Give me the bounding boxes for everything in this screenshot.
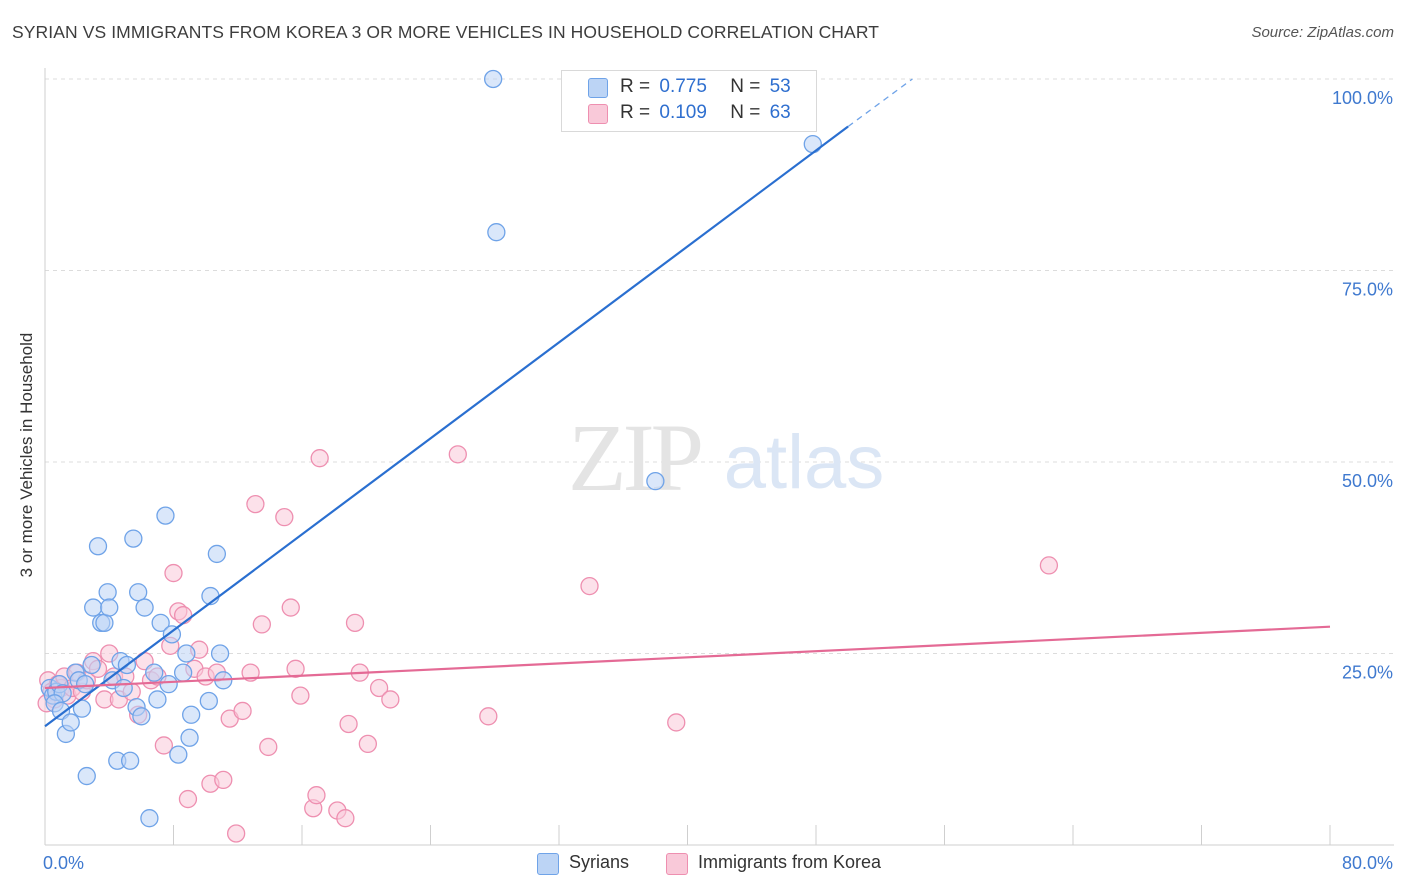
x-tick-label: 0.0%	[43, 853, 84, 873]
legend-n-value: 63	[769, 102, 791, 123]
data-point	[82, 655, 101, 675]
data-point	[164, 563, 183, 583]
data-point	[129, 583, 148, 602]
series-legend: Syrians Immigrants from Korea	[0, 852, 1406, 878]
legend-label-korea: Immigrants from Korea	[698, 852, 882, 872]
data-point	[483, 69, 503, 89]
data-point	[286, 659, 305, 678]
data-point	[77, 766, 96, 786]
source-label: Source: ZipAtlas.com	[1251, 24, 1394, 41]
data-point	[145, 663, 164, 682]
data-point	[667, 713, 686, 732]
stats-legend: R = 0.775 N = 53 R = 0.109 N = 63	[561, 70, 817, 132]
data-point	[162, 625, 182, 644]
data-point	[381, 690, 400, 709]
legend-label-syrians: Syrians	[569, 852, 630, 872]
legend-n-value: 53	[769, 76, 791, 97]
data-point	[307, 786, 326, 805]
legend-r-label: R =	[620, 102, 651, 123]
data-point	[169, 745, 188, 764]
data-point	[154, 736, 174, 755]
watermark-atlas: atlas	[724, 420, 885, 505]
data-point	[214, 770, 233, 790]
data-point	[487, 223, 506, 242]
data-point	[336, 809, 355, 828]
data-point	[345, 613, 365, 633]
tick-labels: 25.0% 50.0% 75.0% 100.0% 0.0% 80.0%	[43, 88, 1393, 873]
data-point	[100, 598, 119, 617]
legend-n-label: N =	[730, 76, 761, 97]
legend-swatch-syrians	[588, 78, 608, 98]
series-syrians-points	[40, 69, 822, 828]
data-point	[339, 714, 358, 734]
data-point	[124, 529, 143, 548]
legend-r-value: 0.775	[659, 76, 707, 97]
data-point	[369, 678, 389, 698]
chart-title: SYRIAN VS IMMIGRANTS FROM KOREA 3 OR MOR…	[12, 22, 880, 42]
trend-line-syrians	[44, 125, 849, 728]
trend-line-korea	[44, 625, 1331, 690]
data-point	[207, 544, 227, 564]
data-point	[151, 613, 170, 633]
data-point	[246, 494, 265, 514]
data-point	[180, 728, 199, 747]
data-point	[226, 824, 246, 843]
data-point	[291, 686, 310, 705]
watermark-zip: ZIP	[568, 404, 701, 511]
data-point	[98, 583, 117, 602]
data-point	[210, 644, 230, 663]
data-point	[177, 644, 196, 663]
y-tick-label: 25.0%	[1342, 663, 1393, 683]
data-point	[448, 445, 467, 464]
data-point	[173, 606, 193, 625]
data-point	[120, 751, 140, 770]
y-tick-label: 75.0%	[1342, 280, 1393, 300]
legend-swatch-syrians	[537, 853, 559, 875]
data-point	[358, 734, 378, 754]
data-point	[233, 701, 252, 721]
trend-line-syrians-extension	[847, 78, 913, 128]
data-point	[182, 705, 201, 724]
data-point	[275, 508, 294, 527]
data-point	[1039, 556, 1059, 575]
data-point	[580, 576, 599, 596]
data-point	[148, 690, 167, 709]
data-point	[173, 663, 193, 682]
legend-r-value: 0.109	[659, 102, 707, 123]
legend-swatch-korea	[588, 104, 608, 124]
data-point	[72, 699, 92, 718]
legend-r-label: R =	[620, 76, 651, 97]
y-tick-label: 100.0%	[1332, 88, 1393, 108]
data-point	[646, 471, 665, 491]
data-point	[159, 674, 178, 694]
gridlines	[45, 78, 1394, 654]
trend-lines	[44, 78, 1331, 728]
watermark: ZIP atlas	[568, 404, 884, 511]
data-point	[259, 737, 278, 757]
data-point	[95, 613, 114, 633]
data-point	[132, 707, 151, 726]
data-point	[479, 707, 498, 726]
data-point	[76, 674, 95, 694]
data-point	[135, 598, 154, 617]
data-point	[178, 789, 198, 809]
legend-swatch-korea	[666, 853, 688, 875]
data-point	[84, 598, 103, 617]
x-tick-label: 80.0%	[1342, 853, 1393, 873]
axes	[44, 68, 1394, 846]
data-point	[252, 615, 271, 634]
data-point	[114, 678, 133, 698]
data-point	[88, 537, 108, 556]
series-korea-points	[37, 445, 1059, 843]
data-point	[156, 506, 175, 525]
data-point	[61, 713, 80, 732]
data-point	[199, 691, 218, 711]
data-point	[140, 809, 159, 828]
legend-n-label: N =	[730, 102, 761, 123]
data-point	[281, 598, 300, 617]
y-tick-label: 50.0%	[1342, 471, 1393, 491]
data-point	[803, 134, 822, 154]
data-point	[310, 449, 329, 468]
